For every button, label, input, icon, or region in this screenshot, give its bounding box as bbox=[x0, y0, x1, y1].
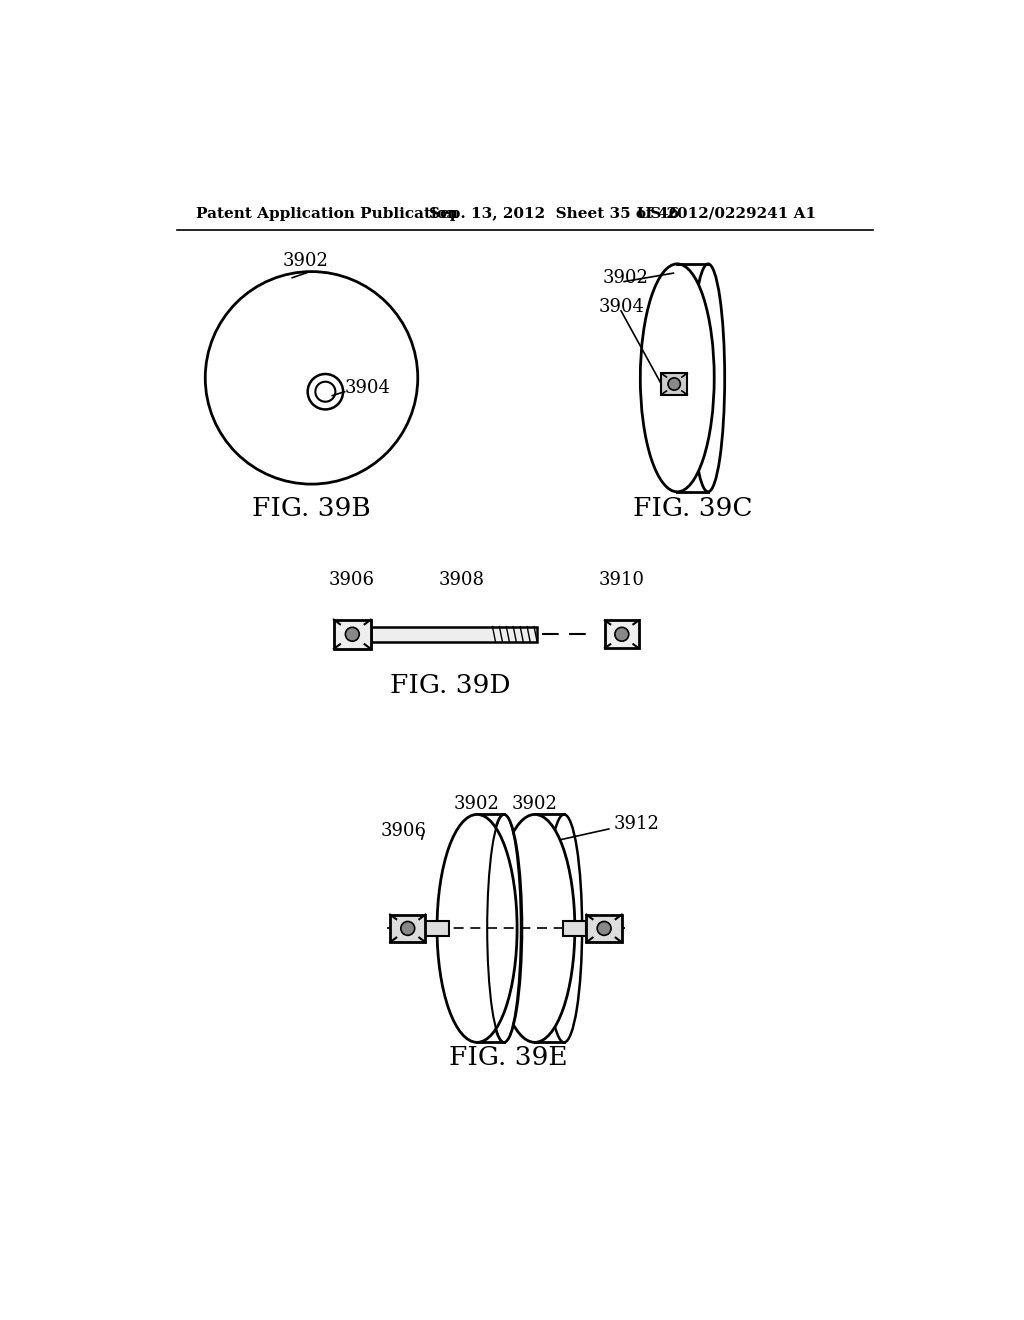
FancyBboxPatch shape bbox=[390, 915, 425, 942]
Text: 3906: 3906 bbox=[329, 572, 375, 589]
Text: 3906: 3906 bbox=[381, 821, 427, 840]
Text: 3910: 3910 bbox=[599, 572, 645, 589]
Text: 3904: 3904 bbox=[345, 379, 390, 397]
Text: US 2012/0229241 A1: US 2012/0229241 A1 bbox=[637, 207, 816, 220]
FancyBboxPatch shape bbox=[605, 620, 639, 648]
Text: FIG. 39C: FIG. 39C bbox=[633, 496, 753, 521]
Circle shape bbox=[400, 921, 415, 936]
Polygon shape bbox=[371, 627, 538, 642]
Text: Sep. 13, 2012  Sheet 35 of 46: Sep. 13, 2012 Sheet 35 of 46 bbox=[429, 207, 680, 220]
Text: 3902: 3902 bbox=[283, 252, 329, 269]
FancyBboxPatch shape bbox=[662, 374, 687, 395]
FancyBboxPatch shape bbox=[334, 619, 371, 649]
Text: Patent Application Publication: Patent Application Publication bbox=[196, 207, 458, 220]
Ellipse shape bbox=[437, 814, 517, 1043]
Text: 3912: 3912 bbox=[614, 816, 660, 833]
FancyBboxPatch shape bbox=[587, 915, 622, 942]
Text: 3908: 3908 bbox=[438, 572, 484, 589]
Ellipse shape bbox=[640, 264, 714, 492]
Text: 3902: 3902 bbox=[454, 795, 500, 813]
Ellipse shape bbox=[691, 264, 725, 492]
Text: 3902: 3902 bbox=[602, 269, 648, 286]
Ellipse shape bbox=[546, 814, 582, 1043]
Text: FIG. 39E: FIG. 39E bbox=[449, 1045, 567, 1071]
Text: 3902: 3902 bbox=[512, 795, 558, 813]
Polygon shape bbox=[563, 921, 587, 936]
Circle shape bbox=[668, 378, 680, 391]
Circle shape bbox=[345, 627, 359, 642]
Polygon shape bbox=[425, 921, 450, 936]
Ellipse shape bbox=[486, 814, 522, 1043]
Text: FIG. 39B: FIG. 39B bbox=[252, 496, 371, 521]
Text: 3904: 3904 bbox=[599, 298, 644, 315]
Ellipse shape bbox=[495, 814, 574, 1043]
Circle shape bbox=[597, 921, 611, 936]
Text: FIG. 39D: FIG. 39D bbox=[390, 673, 510, 698]
Circle shape bbox=[614, 627, 629, 642]
